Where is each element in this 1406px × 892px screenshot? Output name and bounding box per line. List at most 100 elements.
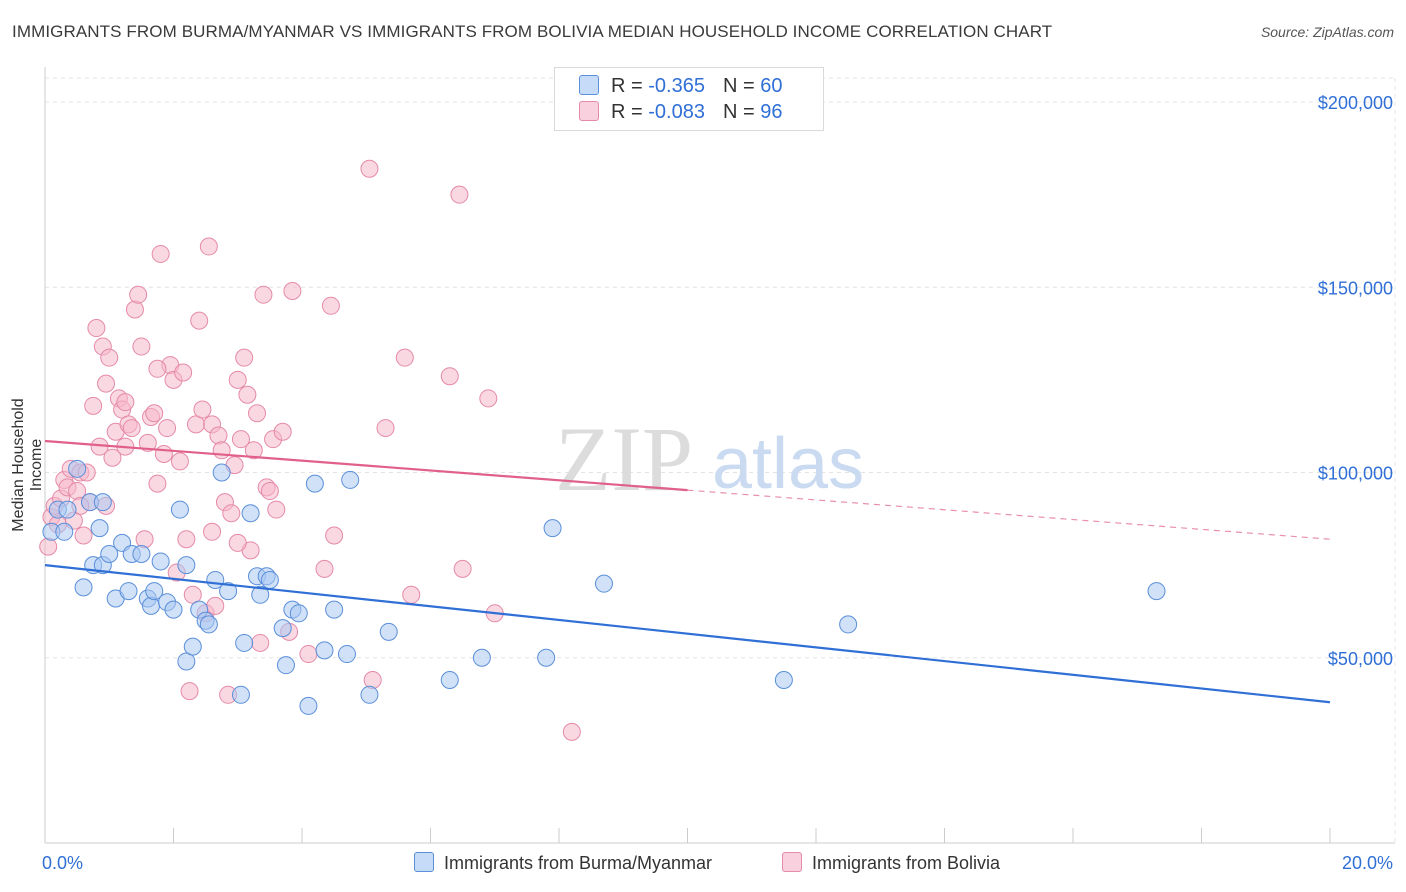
burma-point <box>90 519 109 538</box>
bolivia-point <box>125 300 144 319</box>
burma-point <box>170 500 189 519</box>
burma-point <box>839 615 858 634</box>
burma-point <box>199 615 218 634</box>
x-tick-label-min: 0.0% <box>42 853 83 873</box>
watermark: ZIP atlas <box>555 408 864 510</box>
bolivia-point <box>190 311 209 330</box>
burma-point <box>251 585 270 604</box>
burma-point <box>241 504 260 523</box>
bolivia-point <box>450 185 469 204</box>
bolivia-point <box>238 385 257 404</box>
burma-point <box>68 459 87 478</box>
watermark-atlas: atlas <box>712 424 864 504</box>
bolivia-point <box>562 722 581 741</box>
trend-lines <box>44 439 1331 704</box>
bolivia-point <box>325 526 344 545</box>
tick-labels: $50,000 $100,000 $150,000 $200,000 0.0% 20.0% <box>42 93 1393 873</box>
bolivia-points <box>39 159 581 741</box>
bolivia-point <box>148 474 167 493</box>
bolivia-point <box>321 296 340 315</box>
bolivia-point <box>39 537 58 556</box>
bolivia-point <box>193 400 212 419</box>
y-tick-label: $150,000 <box>1318 278 1393 298</box>
bolivia-point <box>74 526 93 545</box>
source-label: Source: ZipAtlas.com <box>1260 24 1394 40</box>
burma-point <box>183 637 202 656</box>
bolivia-point <box>212 441 231 460</box>
burma-point <box>74 578 93 597</box>
legend-swatch-burma <box>579 75 599 95</box>
bolivia-point <box>148 359 167 378</box>
burma-point <box>341 470 360 489</box>
bolivia-point <box>132 337 151 356</box>
bolivia-point <box>203 522 222 541</box>
burma-point <box>151 552 170 571</box>
bolivia-point <box>267 500 286 519</box>
bolivia-point <box>376 419 395 438</box>
bolivia-point <box>138 433 157 452</box>
bolivia-point <box>440 367 459 386</box>
burma-point <box>260 570 279 589</box>
bolivia-trend-line <box>44 439 688 492</box>
burma-point <box>132 545 151 564</box>
legend-r-bolivia: -0.083 <box>648 101 705 123</box>
bolivia-point <box>235 348 254 367</box>
bolivia-point <box>199 237 218 256</box>
bolivia-point <box>151 244 170 263</box>
bolivia-point <box>87 319 106 338</box>
legend-swatch-bolivia <box>579 101 599 121</box>
legend-row-burma: R = -0.365 N = 60 <box>579 75 782 99</box>
bolivia-point <box>174 363 193 382</box>
bolivia-point <box>97 374 116 393</box>
burma-point <box>305 474 324 493</box>
legend-r-burma: -0.365 <box>648 75 705 97</box>
burma-point <box>325 600 344 619</box>
burma-point <box>93 493 112 512</box>
bolivia-point <box>180 682 199 701</box>
burma-point <box>337 645 356 664</box>
bolivia-point <box>231 430 250 449</box>
y-axis-title: Median Household Income <box>10 398 45 532</box>
bolivia-point <box>228 370 247 389</box>
bolivia-point <box>283 281 302 300</box>
burma-point <box>1147 582 1166 601</box>
burma-point <box>145 582 164 601</box>
burma-point <box>100 545 119 564</box>
burma-point <box>774 670 793 689</box>
legend-row-bolivia: R = -0.083 N = 96 <box>579 101 782 125</box>
burma-point <box>55 522 74 541</box>
burma-points <box>42 459 1166 715</box>
burma-point <box>543 519 562 538</box>
bolivia-point <box>206 596 225 615</box>
burma-point <box>440 670 459 689</box>
bolivia-point <box>299 645 318 664</box>
bolivia-point <box>145 404 164 423</box>
bolivia-point <box>170 452 189 471</box>
bottom-legend-swatch-bolivia <box>782 852 802 872</box>
burma-point <box>177 556 196 575</box>
y-tick-label: $50,000 <box>1328 649 1393 669</box>
burma-point <box>219 582 238 601</box>
legend-n-burma: 60 <box>760 75 783 97</box>
burma-point <box>360 685 379 704</box>
burma-point <box>315 641 334 660</box>
bolivia-point <box>116 393 135 412</box>
burma-point <box>164 600 183 619</box>
bolivia-point <box>129 285 148 304</box>
bolivia-point <box>244 441 263 460</box>
burma-point <box>299 696 318 715</box>
bolivia-point <box>273 422 292 441</box>
y-tick-label: $100,000 <box>1318 464 1393 484</box>
burma-point <box>273 619 292 638</box>
bolivia-point <box>479 389 498 408</box>
burma-point <box>231 685 250 704</box>
bolivia-point <box>228 533 247 552</box>
burma-point <box>58 500 77 519</box>
bolivia-trend-line-dashed <box>687 489 1331 540</box>
bolivia-point <box>209 426 228 445</box>
watermark-zip: ZIP <box>555 408 693 510</box>
bolivia-point <box>135 530 154 549</box>
burma-point <box>276 656 295 675</box>
burma-point <box>594 574 613 593</box>
